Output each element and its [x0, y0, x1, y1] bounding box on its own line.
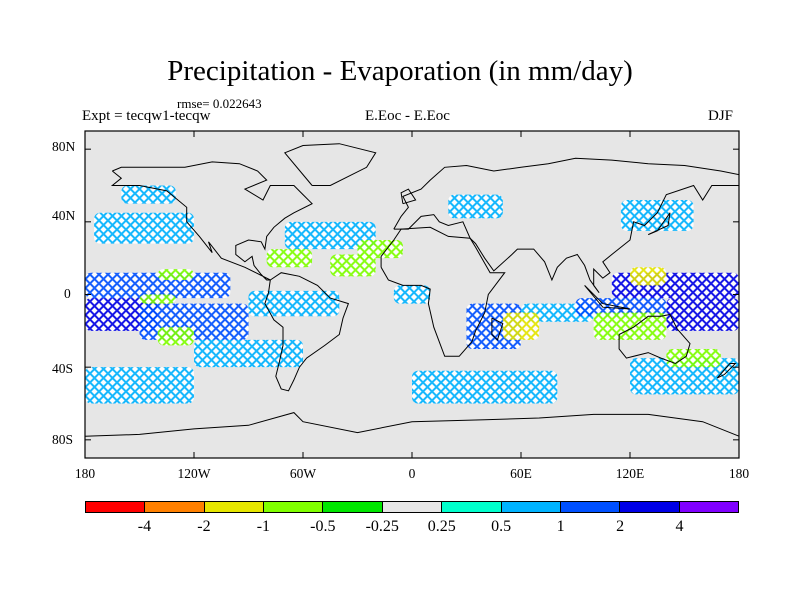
data-region — [266, 249, 313, 268]
data-region — [284, 221, 376, 250]
data-region — [157, 269, 194, 280]
coastline — [716, 363, 737, 379]
data-region — [448, 194, 503, 219]
data-region — [620, 200, 694, 231]
data-region — [157, 327, 194, 346]
colorbar-tick-label: 1 — [556, 518, 565, 535]
coastline — [110, 161, 313, 281]
coastline — [584, 285, 631, 310]
chart-title: Precipitation - Evaporation (in mm/day) — [167, 55, 633, 87]
colorbar-swatch — [86, 502, 146, 512]
colorbar-swatch — [620, 502, 680, 512]
colorbar-swatch — [145, 502, 205, 512]
colorbar-tick-label: -0.25 — [365, 518, 399, 535]
y-tick-label: 40N — [52, 208, 76, 223]
colorbar-swatch — [442, 502, 502, 512]
rmse-label: rmse= 0.022643 — [177, 96, 262, 111]
data-region — [630, 267, 667, 286]
colorbar-tick-label: 2 — [616, 518, 625, 535]
season-label: DJF — [708, 108, 734, 124]
data-region — [121, 185, 176, 204]
data-region — [412, 370, 558, 404]
data-region — [85, 272, 231, 299]
x-tick-label: 120W — [177, 466, 211, 481]
colorbar-swatch — [264, 502, 324, 512]
data-region — [194, 339, 303, 368]
coastline — [618, 313, 691, 365]
data-region — [630, 358, 739, 395]
colorbar-swatch — [204, 502, 265, 512]
data-region — [248, 290, 340, 317]
coastline — [84, 412, 740, 437]
x-tick-label: 60W — [289, 466, 317, 481]
colorbar-tick-label: -0.5 — [310, 518, 336, 535]
y-tick-label: 40S — [52, 361, 74, 376]
y-tick-label: 80S — [52, 432, 74, 447]
colorbar-tick-label: -2 — [197, 518, 211, 535]
data-region — [85, 367, 194, 404]
coastline — [380, 226, 506, 357]
data-region — [330, 254, 376, 277]
colorbar-swatch — [323, 502, 383, 512]
x-tick-label: 60E — [510, 466, 532, 481]
colorbar-tick-label: 0.25 — [427, 518, 456, 535]
data-region — [94, 212, 194, 244]
colorbar-tick-label: 0.5 — [491, 518, 512, 535]
data-region — [593, 312, 667, 340]
colorbar-swatch — [382, 502, 443, 512]
y-tick-label: 80N — [52, 139, 76, 154]
coastline — [647, 212, 671, 236]
experiment-label: Expt = tecqw1-tecqw — [82, 108, 211, 124]
data-region — [357, 240, 403, 259]
x-tick-label: 180 — [74, 466, 96, 481]
y-tick-label: 0 — [64, 286, 71, 301]
region-label: E.Eoc - E.Eoc — [365, 108, 450, 124]
data-region — [666, 349, 721, 368]
colorbar-tick-label: -4 — [137, 518, 152, 535]
colorbar-tick-label: 4 — [675, 518, 684, 535]
colorbar-tick-label: -1 — [256, 518, 271, 535]
colorbar-swatch — [560, 502, 621, 512]
coastline — [491, 317, 504, 341]
colorbar — [85, 501, 739, 513]
colorbar-swatch — [679, 502, 738, 512]
coastline — [264, 272, 350, 392]
data-region — [666, 298, 739, 331]
x-tick-label: 0 — [408, 466, 416, 481]
colorbar-swatch — [501, 502, 561, 512]
x-tick-label: 120E — [615, 466, 645, 481]
coastline — [400, 188, 417, 205]
data-region — [502, 312, 540, 340]
data-region — [393, 285, 431, 304]
x-tick-label: 180 — [728, 466, 750, 481]
data-region — [139, 294, 176, 304]
coastline — [283, 143, 377, 186]
coastline — [393, 157, 740, 293]
